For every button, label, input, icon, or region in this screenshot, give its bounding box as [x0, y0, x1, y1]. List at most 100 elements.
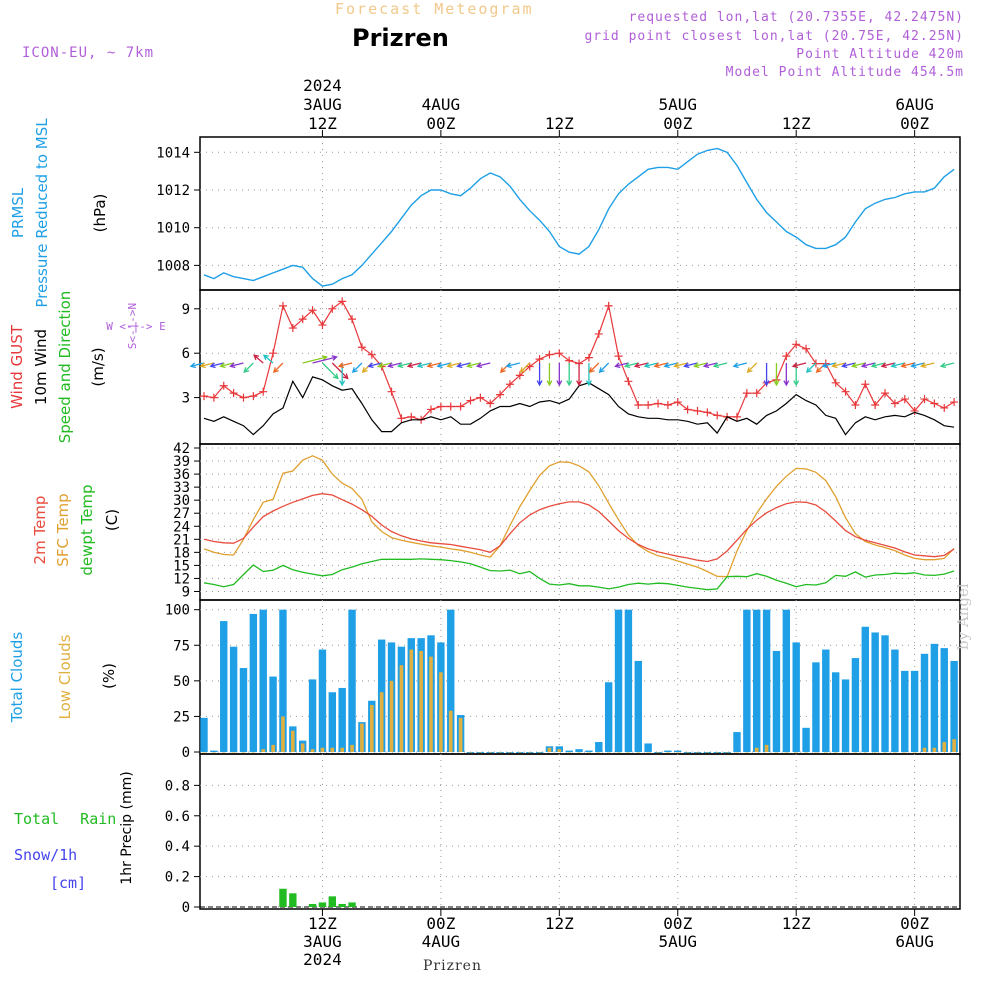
total-cloud-bar — [585, 750, 593, 752]
wind-direction-arrow — [396, 362, 412, 369]
wind-direction-arrow — [475, 362, 491, 369]
requested-coordinates: requested lon,lat (20.7355E, 42.2475N) — [628, 10, 964, 25]
precip-panel: 0 0.2 0.4 0.6 0.8 — [165, 753, 961, 916]
low-cloud-bar — [241, 752, 246, 753]
gust-point — [367, 350, 376, 359]
wind-direction-arrow — [229, 362, 244, 369]
wind-direction-arrow — [436, 362, 451, 369]
total-cloud-bar — [871, 632, 879, 752]
wind-direction-arrow — [377, 362, 392, 369]
low-cloud-bar — [419, 650, 423, 752]
gust-point — [594, 329, 603, 338]
low-cloud-bar — [932, 747, 937, 752]
wind-unit: (m/s) — [89, 347, 107, 386]
wind-direction-arrow — [763, 363, 770, 387]
wind-direction-arrow — [312, 355, 338, 364]
temperature-ytick-label: 27 — [173, 506, 190, 522]
gust-point — [644, 401, 653, 409]
temperature-ytick-label: 21 — [173, 532, 190, 548]
total-cloud-bar — [802, 727, 810, 752]
total-cloud-bar — [604, 682, 613, 752]
temp-2m-line — [203, 493, 955, 563]
low-cloud-bar — [893, 752, 897, 753]
total-cloud-bar — [851, 658, 860, 752]
total-cloud-bar — [279, 609, 287, 752]
low-cloud-bar — [636, 752, 641, 753]
low-cloud-bar — [833, 752, 838, 753]
wind-direction-arrow — [505, 362, 520, 369]
pressure-ytick-label: 1014 — [156, 145, 190, 161]
wind-ytick-label: 3 — [182, 391, 190, 407]
low-cloud-bar — [330, 747, 335, 752]
wind-10m-label: 10m Wind — [32, 329, 50, 405]
temperature-ytick-label: 24 — [173, 519, 190, 535]
watermark: by Angel — [954, 583, 972, 650]
low-cloud-bar — [458, 717, 463, 752]
total-cloud-bar — [210, 750, 218, 752]
low-cloud-bar — [340, 747, 344, 752]
low-cloud-bar — [902, 752, 907, 753]
gust-point — [239, 393, 248, 402]
total-cloud-bar — [940, 648, 948, 752]
gust-point — [545, 350, 554, 359]
total-cloud-bar — [782, 609, 791, 752]
total-cloud-bar — [881, 635, 889, 752]
low-cloud-bar — [764, 744, 769, 752]
bottom-time-label: 00Z — [663, 914, 692, 933]
clouds-ytick-label: 25 — [173, 709, 190, 725]
wind-direction-arrow — [387, 362, 402, 369]
temperature-ytick-label: 12 — [173, 571, 190, 587]
gust-point — [950, 398, 959, 407]
low-cloud-bar — [291, 730, 295, 752]
wind-direction-arrow — [773, 363, 780, 387]
total-cloud-bar — [269, 676, 277, 752]
gust-point — [900, 395, 909, 404]
wind-direction-arrow — [209, 362, 224, 369]
bottom-time-label: 00Z — [426, 914, 455, 933]
gust-point — [693, 406, 702, 415]
low-cloud-bar — [626, 752, 631, 753]
total-cloud-bar — [200, 717, 208, 752]
wind-direction-arrow — [519, 362, 531, 374]
wind-direction-arrow — [870, 362, 886, 369]
total-cloud-bar — [328, 692, 337, 752]
low-clouds-label: Low Clouds — [56, 634, 74, 719]
low-cloud-bar — [695, 752, 700, 753]
low-cloud-bar — [409, 649, 414, 752]
pressure-ytick-label: 1008 — [156, 258, 190, 274]
low-cloud-bar — [705, 752, 710, 753]
low-cloud-bar — [577, 752, 581, 753]
gust-point — [338, 297, 347, 306]
total-cloud-bar — [822, 649, 830, 752]
low-cloud-bar — [715, 752, 720, 753]
total-cloud-bar — [229, 646, 238, 752]
low-cloud-bar — [952, 739, 956, 752]
total-clouds-label: Total Clouds — [8, 632, 26, 724]
wind-direction-arrow — [367, 362, 382, 369]
model-label: ICON-EU, ~ 7km — [22, 45, 155, 61]
pressure-label-msl: Pressure Reduced to MSL — [33, 118, 51, 308]
gust-point — [387, 387, 396, 396]
low-cloud-bar — [942, 742, 947, 752]
wind-direction-arrow — [576, 363, 583, 387]
total-cloud-bar — [772, 650, 781, 752]
gust-point — [219, 381, 228, 390]
gust-point — [910, 406, 919, 415]
model-point-altitude: Model Point Altitude 454.5m — [725, 65, 964, 80]
footer-location: Prizren — [423, 958, 482, 974]
pressure-ytick-label: 1012 — [156, 183, 190, 199]
temp-2m-label: 2m Temp — [31, 496, 49, 565]
top-time-label: 2024 — [303, 76, 342, 95]
sfc-temp-line — [203, 455, 955, 578]
low-cloud-bar — [814, 752, 818, 753]
wind-direction-arrow — [219, 362, 234, 369]
wind-direction-arrow — [673, 362, 688, 369]
low-cloud-bar — [784, 752, 789, 753]
low-cloud-bar — [912, 752, 917, 753]
low-cloud-bar — [666, 752, 670, 753]
low-cloud-bar — [212, 752, 216, 753]
pressure-panel: 1008 1010 1012 1014 — [156, 136, 961, 291]
wind-direction-arrow — [910, 362, 925, 369]
low-cloud-bar — [261, 749, 266, 752]
wind-direction-arrow — [416, 362, 432, 369]
